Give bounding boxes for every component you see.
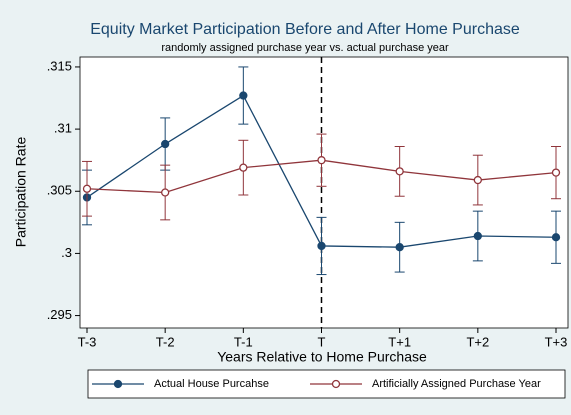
x-tick-label: T+1 xyxy=(388,334,411,349)
marker xyxy=(161,139,170,149)
marker xyxy=(473,231,482,241)
marker xyxy=(473,175,482,185)
chart-subtitle: randomly assigned purchase year vs. actu… xyxy=(161,42,449,54)
chart-title: Equity Market Participation Before and A… xyxy=(90,21,520,38)
marker xyxy=(395,167,404,176)
marker xyxy=(551,168,561,177)
x-axis-label: Years Relative to Home Purchase xyxy=(217,349,427,365)
marker xyxy=(239,91,248,100)
y-axis-label: Participation Rate xyxy=(13,137,29,248)
y-tick-label: .3 xyxy=(61,245,72,260)
x-tick-label: T+3 xyxy=(545,334,568,349)
x-tick-label: T-2 xyxy=(156,334,175,349)
x-tick-label: T xyxy=(318,334,326,349)
x-tick-label: T+2 xyxy=(466,334,489,349)
x-tick-label: T-3 xyxy=(78,334,97,349)
y-tick-label: .305 xyxy=(47,183,72,198)
marker xyxy=(82,184,92,193)
marker xyxy=(239,163,248,172)
marker xyxy=(551,233,561,242)
legend-label: Actual House Purcahse xyxy=(154,378,269,390)
y-tick-label: .315 xyxy=(47,58,72,73)
marker xyxy=(317,241,326,251)
legend-label: Artificially Assigned Purchase Year xyxy=(372,378,541,390)
marker xyxy=(395,243,404,252)
legend-marker xyxy=(113,379,123,389)
x-tick-label: T-1 xyxy=(234,334,253,349)
marker xyxy=(161,188,170,197)
y-tick-label: .295 xyxy=(47,307,72,322)
y-tick-label: .31 xyxy=(54,121,72,136)
legend-marker xyxy=(331,379,341,389)
marker xyxy=(317,156,326,165)
